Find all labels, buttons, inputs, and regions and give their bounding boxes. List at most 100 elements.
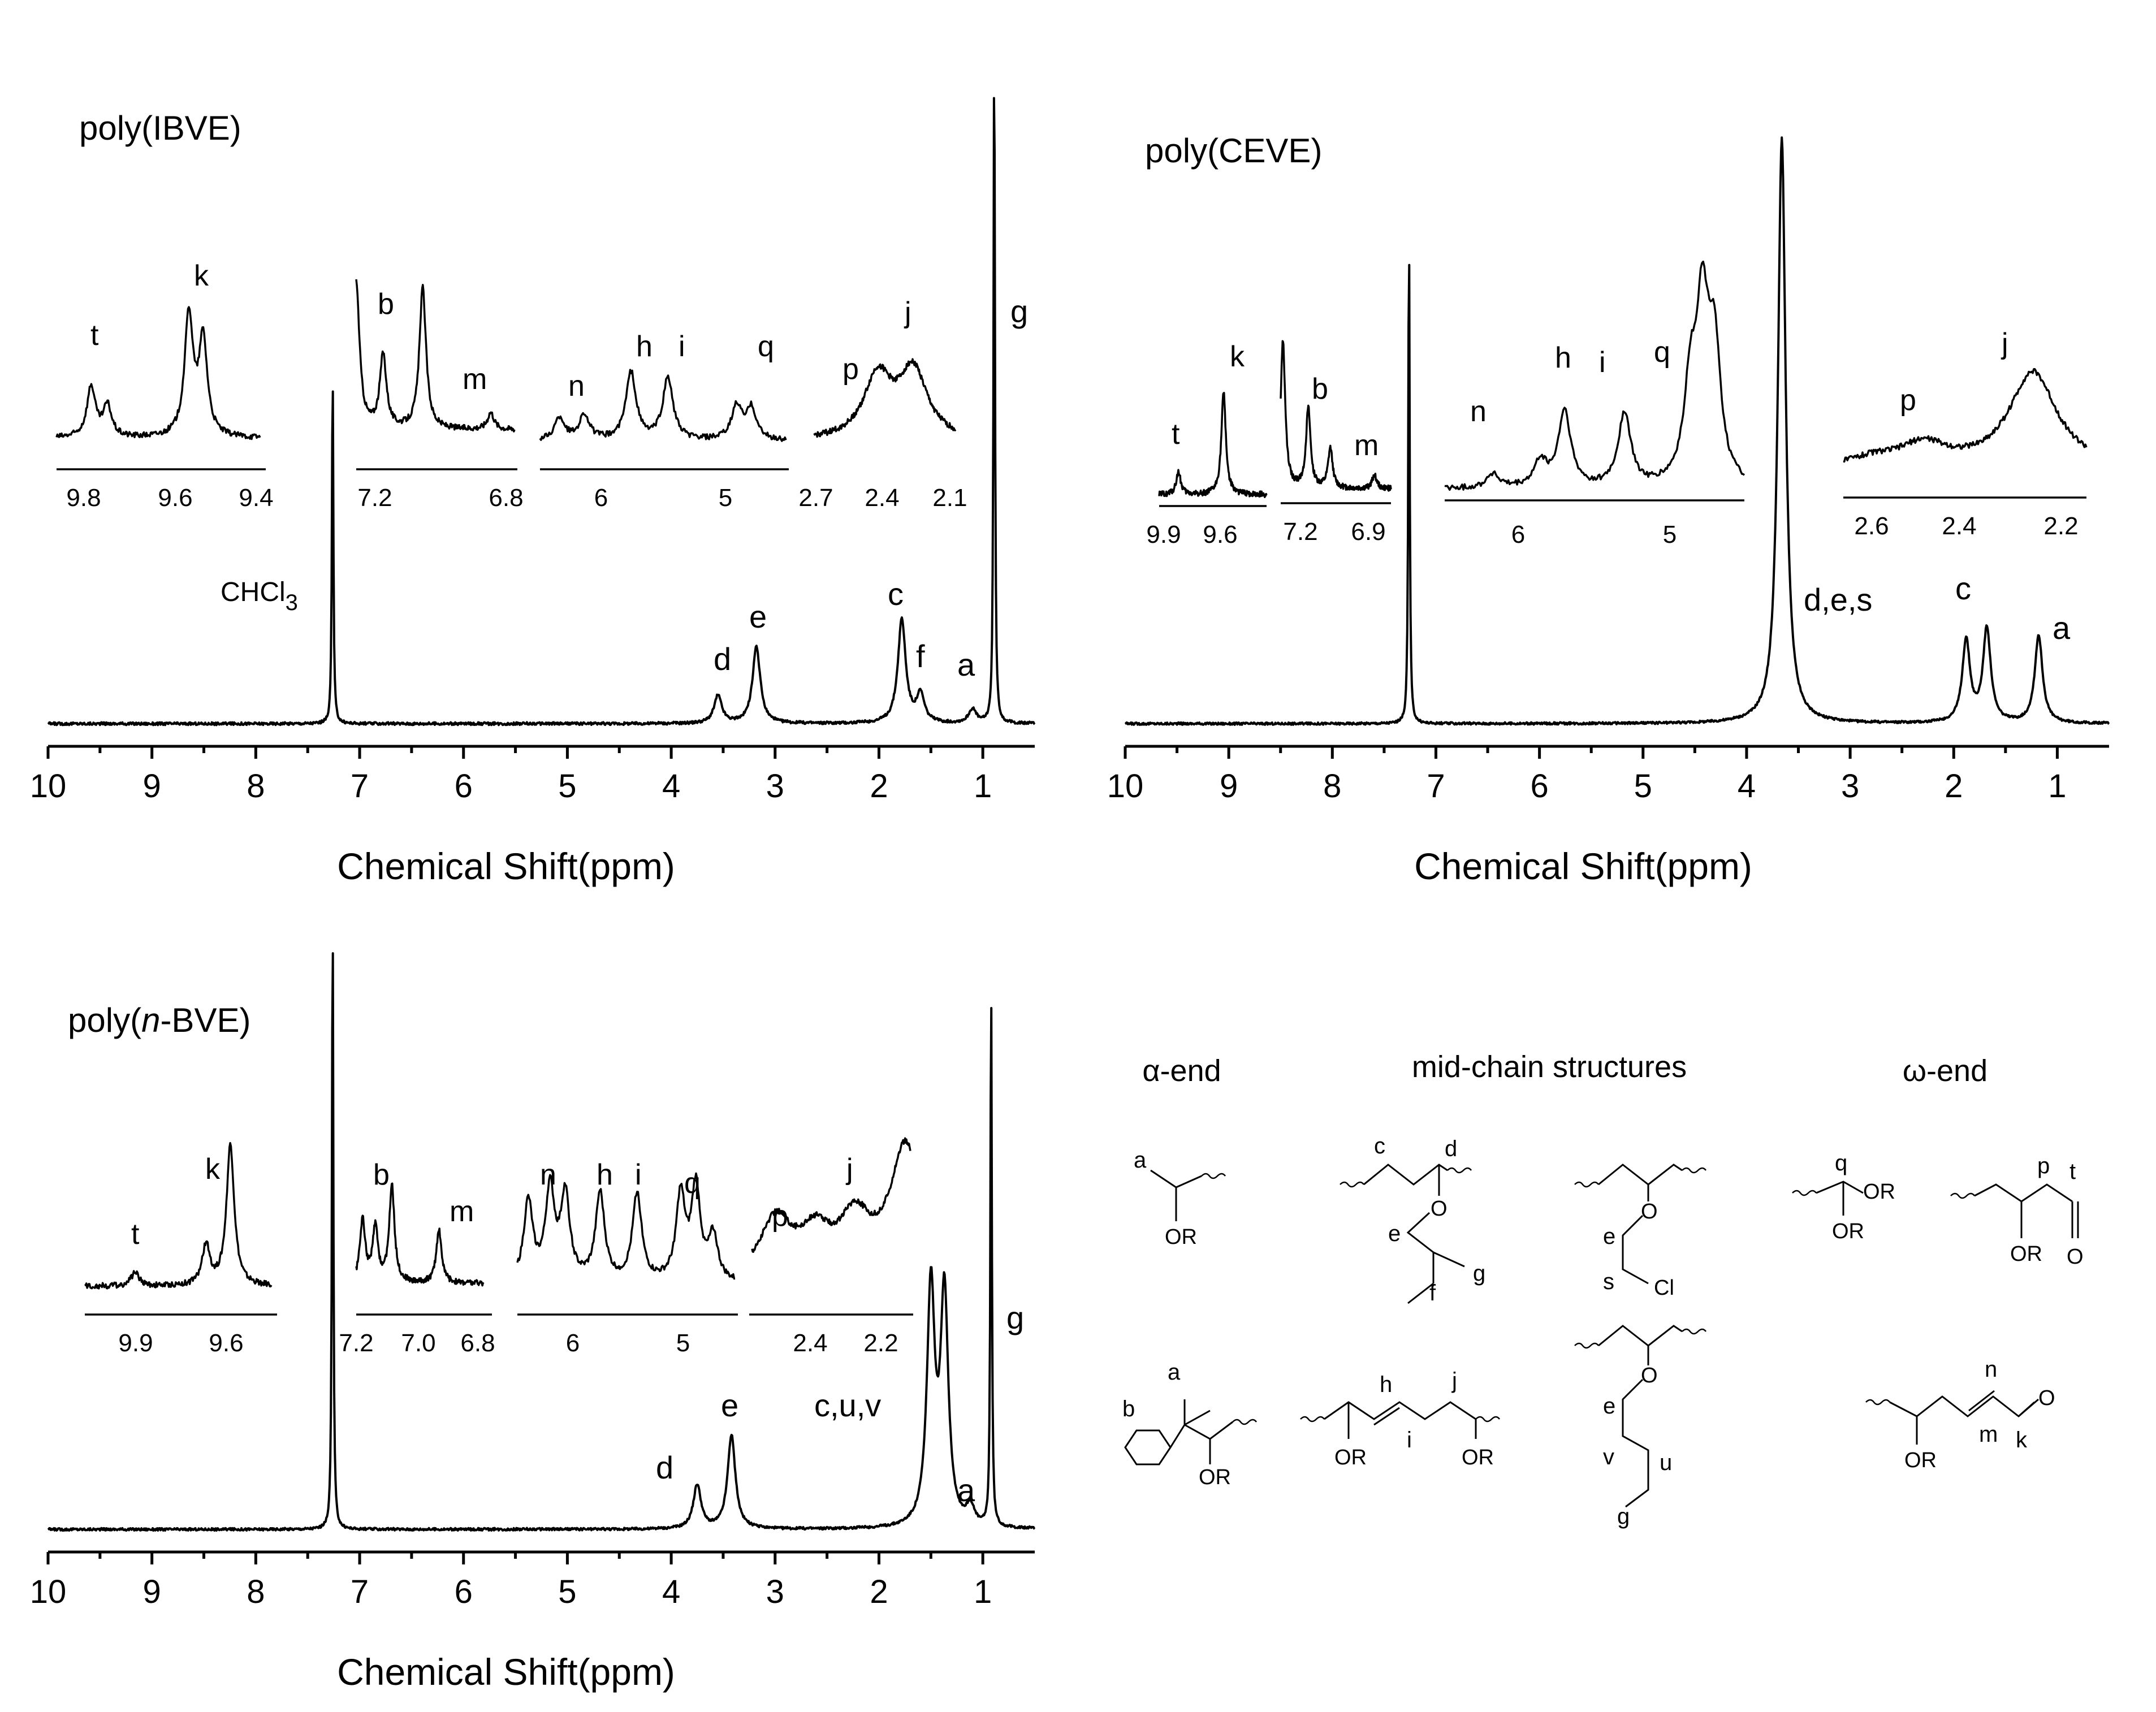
mid-chain-header: mid-chain structures bbox=[1412, 1050, 1687, 1084]
inset-tick: 5 bbox=[1663, 521, 1677, 548]
x-ticks-ceve: 10 9 8 7 6 5 4 3 2 1 bbox=[1107, 746, 2067, 805]
inset-label-n: n bbox=[568, 370, 585, 403]
inset-tick: 6 bbox=[566, 1329, 580, 1357]
inset-tick: 7.2 bbox=[1283, 518, 1317, 546]
inset-line-ibve-4 bbox=[813, 358, 957, 438]
peak-label-e: e bbox=[749, 599, 767, 634]
peak-label-c: c bbox=[888, 576, 904, 612]
inset-tick: 5 bbox=[719, 484, 732, 512]
inset-label-i: i bbox=[679, 330, 685, 363]
inset-tick: 7.0 bbox=[401, 1329, 435, 1357]
structure-mid-chloroethyl: O Cl e s bbox=[1574, 1164, 1706, 1300]
x-tick-label: 5 bbox=[1634, 768, 1652, 805]
inset-tick: 2.2 bbox=[2043, 512, 2078, 540]
struct-label-s: s bbox=[1603, 1269, 1614, 1294]
inset-label-n: n bbox=[540, 1158, 556, 1191]
x-tick-label: 5 bbox=[558, 1573, 576, 1610]
x-tick-label: 8 bbox=[1323, 768, 1341, 805]
x-tick-label: 2 bbox=[870, 1573, 888, 1610]
x-tick-label: 4 bbox=[662, 1573, 680, 1610]
x-tick-label: 7 bbox=[351, 1573, 369, 1610]
struct-label-n: n bbox=[1985, 1357, 1997, 1382]
panel-title-ibve: poly(IBVE) bbox=[79, 109, 241, 147]
x-tick-label: 10 bbox=[30, 768, 67, 805]
x-tick-label: 4 bbox=[662, 768, 680, 805]
inset-label-h: h bbox=[597, 1158, 613, 1191]
alpha-symbol: α bbox=[1142, 1054, 1160, 1088]
inset-label-i: i bbox=[635, 1158, 642, 1191]
inset-label-k: k bbox=[194, 260, 209, 292]
inset-label-t: t bbox=[90, 319, 99, 352]
struct-label-h: h bbox=[1380, 1372, 1392, 1397]
structure-alpha-phenyl: a b OR bbox=[1122, 1360, 1257, 1489]
struct-label-m: m bbox=[1979, 1422, 1998, 1447]
omega-end-header: ω-end bbox=[1903, 1054, 1988, 1088]
solvent-label-sub: 3 bbox=[286, 590, 298, 615]
atom-or: OR bbox=[1165, 1225, 1197, 1249]
peak-label-a: a bbox=[957, 647, 975, 682]
struct-label-g: g bbox=[1617, 1504, 1630, 1529]
atom-or: OR bbox=[1832, 1220, 1864, 1243]
inset-line-ibve-1 bbox=[55, 306, 261, 440]
atom-or: OR bbox=[1462, 1446, 1494, 1469]
inset-line-ibve-3 bbox=[539, 369, 787, 442]
structure-mid-butyl: O e v u g bbox=[1574, 1325, 1706, 1529]
inset-label-k: k bbox=[205, 1153, 221, 1186]
x-tick-label: 10 bbox=[30, 1573, 67, 1610]
peak-label-c: c bbox=[1955, 570, 1971, 606]
struct-label-k: k bbox=[2016, 1428, 2028, 1452]
inset-label-j: j bbox=[845, 1153, 853, 1186]
inset-line-nbve-1 bbox=[84, 1142, 273, 1290]
struct-label-e: e bbox=[1603, 1224, 1615, 1249]
x-tick-label: 7 bbox=[351, 768, 369, 805]
spectrum-line-ceve bbox=[1124, 136, 2110, 726]
spectrum-line-nbve bbox=[47, 952, 1036, 1532]
atom-cl: Cl bbox=[1654, 1276, 1674, 1300]
inset-label-i: i bbox=[1599, 346, 1606, 379]
inset-line-nbve-4 bbox=[751, 1137, 911, 1253]
inset-tick: 9.6 bbox=[209, 1329, 243, 1357]
inset-label-m: m bbox=[450, 1195, 474, 1228]
atom-o: O bbox=[2067, 1245, 2084, 1269]
peak-label-d: d bbox=[656, 1450, 673, 1485]
inset-tick: 5 bbox=[676, 1329, 690, 1357]
panel-title-ceve: poly(CEVE) bbox=[1145, 132, 1322, 170]
inset-line-ceve-1 bbox=[1158, 392, 1268, 498]
inset-tick: 9.9 bbox=[118, 1329, 153, 1357]
inset-label-p: p bbox=[772, 1200, 788, 1233]
atom-o: O bbox=[1641, 1364, 1658, 1387]
x-tick-label: 7 bbox=[1427, 768, 1445, 805]
x-tick-label: 5 bbox=[558, 768, 576, 805]
title-italic: n bbox=[141, 1001, 160, 1039]
struct-label-e: e bbox=[1388, 1221, 1401, 1246]
spectrum-line-ibve bbox=[47, 97, 1036, 727]
x-ticks-nbve: 10 9 8 7 6 5 4 3 2 1 bbox=[30, 1552, 992, 1610]
x-tick-label: 1 bbox=[974, 768, 992, 805]
x-tick-label: 1 bbox=[2048, 768, 2066, 805]
x-tick-label: 3 bbox=[1841, 768, 1859, 805]
title-prefix: poly( bbox=[68, 1001, 141, 1039]
x-tick-label: 9 bbox=[143, 1573, 161, 1610]
structure-omega-aldehyde: OR O t p bbox=[1950, 1153, 2084, 1269]
x-tick-label: 9 bbox=[143, 768, 161, 805]
inset-tick: 9.6 bbox=[158, 484, 192, 512]
peak-label-d: d bbox=[714, 641, 731, 677]
inset-line-ceve-2 bbox=[1280, 340, 1392, 492]
inset-tick: 9.6 bbox=[1203, 521, 1237, 548]
inset-tick: 2.4 bbox=[865, 484, 899, 512]
struct-label-j: j bbox=[1451, 1368, 1457, 1393]
omega-symbol: ω bbox=[1903, 1054, 1926, 1088]
x-tick-label: 10 bbox=[1107, 768, 1144, 805]
inset-label-m: m bbox=[1354, 429, 1379, 462]
inset-label-h: h bbox=[636, 330, 653, 363]
x-ticks-ibve: 10 9 8 7 6 5 4 3 2 1 bbox=[30, 746, 992, 805]
x-axis-label-ceve: Chemical Shift(ppm) bbox=[1414, 845, 1752, 887]
x-tick-label: 3 bbox=[766, 1573, 784, 1610]
inset-tick: 7.2 bbox=[357, 484, 392, 512]
panel-ceve: poly(CEVE) 10 9 8 7 6 5 4 3 2 1 Chemical Shift(pp… bbox=[1107, 132, 2110, 887]
peak-label-g: g bbox=[1006, 1300, 1024, 1335]
struct-label-u: u bbox=[1660, 1450, 1672, 1475]
atom-or: OR bbox=[1904, 1449, 1937, 1472]
inset-label-b: b bbox=[1312, 373, 1328, 405]
